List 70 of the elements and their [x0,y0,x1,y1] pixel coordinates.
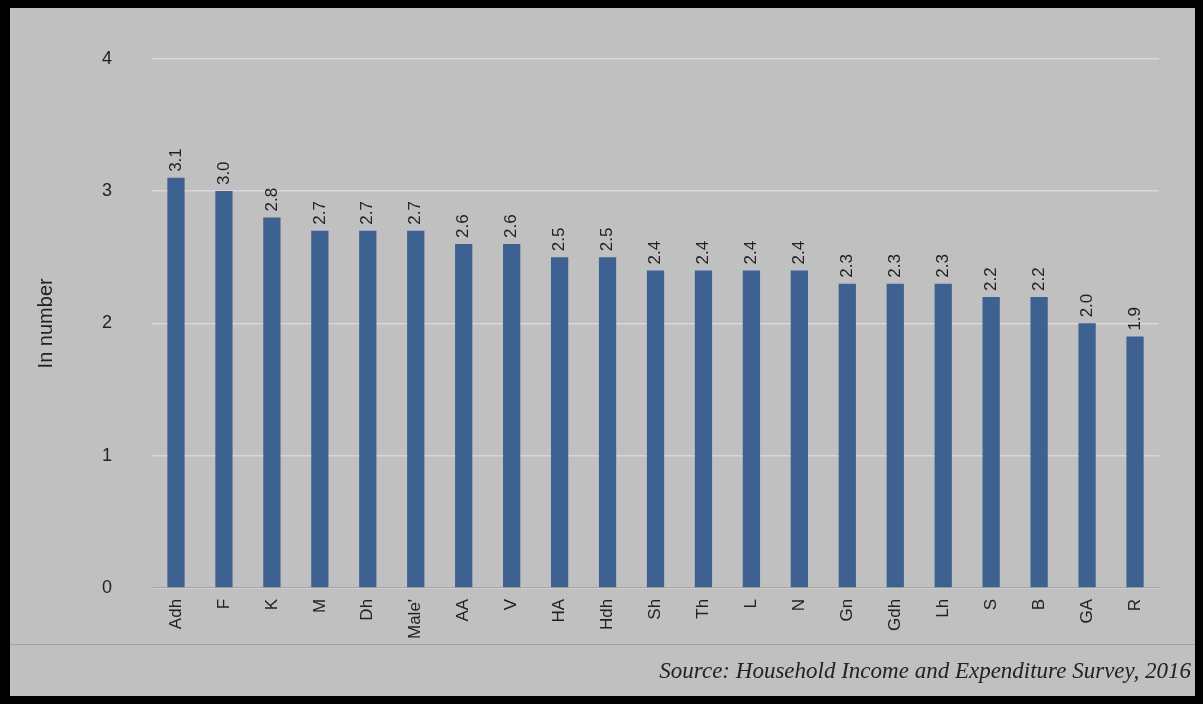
data-label: 2.2 [980,267,1000,291]
bar [646,270,665,588]
data-label: 1.9 [1124,306,1144,331]
x-tick-label: L [741,598,761,609]
bar [598,257,617,588]
data-label: 2.4 [741,240,761,265]
bar [311,230,329,588]
x-tick-label: HA [549,598,569,623]
bar [790,270,808,588]
x-tick-label: Lh [932,598,952,618]
bar [1030,296,1048,588]
x-tick-label: Dh [357,598,377,621]
data-label: 2.3 [884,254,904,278]
data-label: 2.0 [1076,293,1096,318]
bar [263,217,281,588]
data-label: 2.5 [597,227,617,252]
data-label: 2.7 [405,201,425,225]
data-label: 3.0 [213,161,233,186]
data-label: 3.1 [165,148,185,172]
x-tick-label: M [309,598,329,614]
data-label: 2.7 [357,201,377,225]
x-tick-label: Gn [837,598,856,622]
x-tick-label: V [501,598,521,611]
data-label: 2.7 [309,201,329,225]
y-tick-label: 1 [102,444,113,465]
source-note: Source: Household Income and Expenditure Survey, 2016 [658,657,1191,685]
data-label: 2.8 [261,187,281,212]
x-tick-label: Hdh [597,598,617,631]
bar [934,283,952,588]
bar [886,283,904,588]
data-label: 2.6 [501,214,521,238]
bar [167,177,185,588]
bar [215,191,233,588]
x-tick-label: Sh [645,598,665,620]
data-label: 2.4 [645,240,665,265]
x-tick-label: Adh [165,598,185,630]
x-tick-label: R [1124,598,1144,612]
data-label: 2.4 [789,240,809,265]
x-tick-label: GA [1076,598,1096,624]
data-label: 2.6 [453,214,473,238]
x-tick-label: N [789,598,809,612]
y-tick-label: 2 [102,312,113,333]
bar [1126,336,1144,588]
y-axis-title: In number [33,278,56,369]
x-tick-label: Male' [405,598,425,639]
bar [742,270,761,588]
data-label: 2.2 [1028,267,1048,291]
bar [550,257,569,588]
data-label: 2.4 [693,240,713,265]
x-tick-label: K [261,598,281,611]
bar [407,230,425,588]
bar [359,230,377,588]
x-tick-label: B [1028,598,1048,611]
y-tick-label: 3 [102,180,113,201]
x-tick-label: F [213,598,233,610]
bar [694,270,713,588]
x-tick-label: S [980,598,1000,611]
data-label: 2.5 [549,227,569,252]
x-tick-label: AA [453,598,473,622]
x-tick-label: Th [693,598,713,619]
x-tick-label: Gdh [884,598,904,632]
bar [982,296,1000,588]
bar [503,243,521,588]
y-tick-label: 0 [102,576,113,597]
data-label: 2.3 [932,254,952,278]
bar [1078,323,1096,588]
bar [838,283,856,588]
bar [455,243,473,588]
data-label: 2.3 [837,254,856,278]
y-tick-label: 4 [102,47,113,68]
